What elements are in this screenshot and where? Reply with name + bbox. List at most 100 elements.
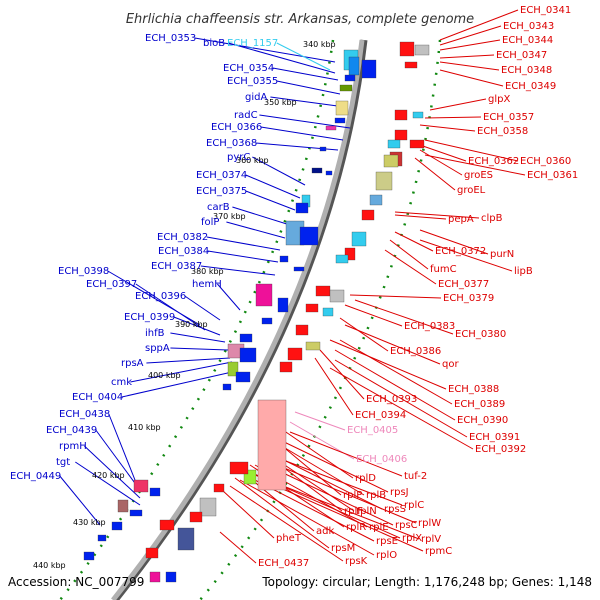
gene-label-reverse[interactable]: ECH_0377 <box>438 279 489 290</box>
gene-reverse[interactable] <box>399 41 415 57</box>
gene-label-reverse[interactable]: ECH_0389 <box>454 399 505 410</box>
gene-forward[interactable] <box>348 56 360 76</box>
gene-reverse[interactable] <box>387 139 401 149</box>
gene-label-forward[interactable]: folP <box>201 217 219 228</box>
gene-label-reverse[interactable]: rplR <box>346 522 366 533</box>
gene-forward[interactable] <box>334 117 346 124</box>
gene-label-reverse[interactable]: rplV <box>421 534 441 545</box>
gene-label-reverse[interactable]: ECH_0390 <box>457 415 508 426</box>
gene-label-forward[interactable]: sppA <box>145 343 170 354</box>
gene-label-reverse[interactable]: ECH_0388 <box>448 384 499 395</box>
gene-label-reverse[interactable]: ECH_0394 <box>355 410 406 421</box>
gene-label-forward[interactable]: rpsA <box>121 358 144 369</box>
gene-label-reverse[interactable]: pepA <box>448 214 474 225</box>
gene-forward[interactable] <box>335 100 349 116</box>
gene-label-forward[interactable]: ECH_0366 <box>211 122 262 133</box>
gene-label-reverse[interactable]: ECH_0383 <box>404 321 455 332</box>
gene-forward[interactable] <box>129 509 143 517</box>
gene-reverse[interactable] <box>394 109 408 121</box>
gene-label-forward[interactable]: ECH_1157 <box>227 38 278 49</box>
gene-label-reverse[interactable]: groEL <box>457 185 486 196</box>
gene-label-forward[interactable]: gidA <box>245 92 267 103</box>
gene-reverse[interactable] <box>351 231 367 247</box>
gene-reverse[interactable] <box>287 347 303 361</box>
gene-label-reverse[interactable]: rplC <box>404 500 424 511</box>
gene-label-forward[interactable]: rpmH <box>59 441 87 452</box>
gene-reverse[interactable] <box>383 154 399 168</box>
gene-reverse[interactable] <box>189 511 203 523</box>
gene-label-reverse[interactable]: rplD <box>355 473 376 484</box>
gene-reverse[interactable] <box>404 61 418 69</box>
gene-forward[interactable] <box>149 487 161 497</box>
gene-label-reverse[interactable]: ECH_0362 <box>468 156 519 167</box>
gene-label-reverse[interactable]: ECH_0379 <box>443 293 494 304</box>
gene-label-reverse[interactable]: rplX <box>402 533 422 544</box>
gene-label-reverse[interactable]: rplE <box>369 522 389 533</box>
gene-reverse[interactable] <box>329 289 345 303</box>
gene-label-forward[interactable]: ECH_0355 <box>227 76 278 87</box>
gene-label-reverse[interactable]: ECH_0361 <box>527 170 578 181</box>
gene-forward[interactable] <box>133 479 149 493</box>
gene-forward[interactable] <box>344 74 356 82</box>
gene-reverse[interactable] <box>257 399 287 491</box>
gene-forward[interactable] <box>339 84 353 92</box>
gene-label-reverse[interactable]: tuf-2 <box>404 471 427 482</box>
gene-label-reverse[interactable]: groES <box>464 170 493 181</box>
gene-label-reverse[interactable]: ECH_0372 <box>435 246 486 257</box>
gene-label-forward[interactable]: ECH_0384 <box>158 246 209 257</box>
gene-forward[interactable] <box>319 146 327 152</box>
gene-label-reverse[interactable]: ECH_0358 <box>477 126 528 137</box>
gene-label-forward[interactable]: ECH_0439 <box>46 425 97 436</box>
gene-label-forward[interactable]: hemH <box>192 279 222 290</box>
gene-forward[interactable] <box>279 255 289 263</box>
gene-label-reverse[interactable]: ECH_0357 <box>483 112 534 123</box>
gene-label-reverse[interactable]: pheT <box>276 533 302 544</box>
gene-forward[interactable] <box>361 59 377 79</box>
gene-forward[interactable] <box>117 499 129 513</box>
gene-label-reverse[interactable]: ECH_0393 <box>366 394 417 405</box>
gene-reverse[interactable] <box>295 324 309 336</box>
gene-label-reverse[interactable]: ECH_0380 <box>455 329 506 340</box>
gene-label-forward[interactable]: ECH_0397 <box>86 279 137 290</box>
gene-label-forward[interactable]: ECH_0374 <box>196 170 247 181</box>
gene-label-reverse[interactable]: rpsE <box>376 536 398 547</box>
gene-reverse[interactable] <box>305 303 319 313</box>
gene-label-reverse[interactable]: fumC <box>430 264 457 275</box>
gene-reverse[interactable] <box>375 171 393 191</box>
gene-label-reverse[interactable]: ECH_0386 <box>390 346 441 357</box>
gene-label-forward[interactable]: ECH_0382 <box>157 232 208 243</box>
gene-forward[interactable] <box>111 521 123 531</box>
gene-label-reverse[interactable]: rpsK <box>345 556 368 567</box>
gene-forward[interactable] <box>149 571 161 583</box>
gene-label-forward[interactable]: cmk <box>111 377 132 388</box>
gene-reverse[interactable] <box>414 44 430 56</box>
gene-forward[interactable] <box>177 527 195 551</box>
gene-label-reverse[interactable]: ECH_0360 <box>520 156 571 167</box>
gene-reverse[interactable] <box>322 307 334 317</box>
gene-label-reverse[interactable]: qor <box>442 359 459 370</box>
gene-label-forward[interactable]: pyrC <box>227 152 250 163</box>
gene-label-reverse[interactable]: purN <box>490 249 514 260</box>
gene-forward[interactable] <box>277 297 289 313</box>
gene-label-reverse[interactable]: ECH_0392 <box>475 444 526 455</box>
gene-reverse[interactable] <box>229 461 249 475</box>
gene-label-forward[interactable]: ECH_0354 <box>223 63 274 74</box>
gene-label-reverse[interactable]: rplO <box>376 550 397 561</box>
gene-label-forward[interactable]: ECH_0399 <box>124 312 175 323</box>
gene-label-reverse[interactable]: rpsM <box>331 543 355 554</box>
gene-forward[interactable] <box>235 371 251 383</box>
gene-label-forward[interactable]: ECH_0438 <box>59 409 110 420</box>
gene-reverse[interactable] <box>412 111 424 119</box>
gene-label-reverse[interactable]: ECH_0349 <box>505 81 556 92</box>
gene-label-reverse[interactable]: rplW <box>418 518 441 529</box>
gene-label-reverse[interactable]: ECH_0343 <box>503 21 554 32</box>
gene-label-reverse[interactable]: ECH_0391 <box>469 432 520 443</box>
gene-label-forward[interactable]: tgt <box>56 457 70 468</box>
gene-forward[interactable] <box>165 571 177 583</box>
gene-label-reverse[interactable]: rpmC <box>425 546 452 557</box>
gene-reverse[interactable] <box>199 497 217 517</box>
gene-reverse[interactable] <box>315 285 331 297</box>
gene-label-forward[interactable]: ECH_0449 <box>10 471 61 482</box>
gene-label-forward[interactable]: carB <box>207 202 230 213</box>
gene-label-forward[interactable]: ECH_0387 <box>151 261 202 272</box>
